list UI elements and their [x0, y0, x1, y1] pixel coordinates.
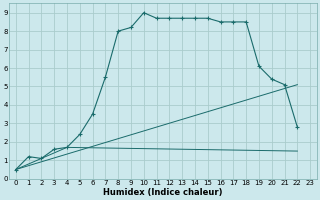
X-axis label: Humidex (Indice chaleur): Humidex (Indice chaleur): [103, 188, 223, 197]
